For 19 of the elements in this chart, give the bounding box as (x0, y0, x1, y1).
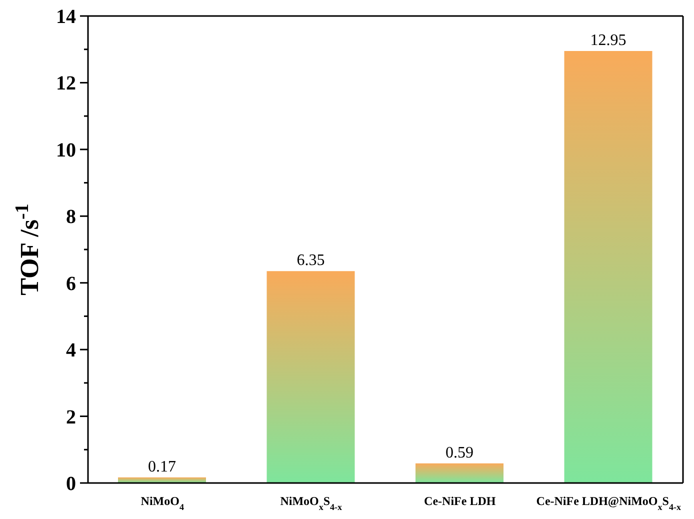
y-tick-label: 8 (66, 206, 76, 228)
data-label: 0.17 (148, 458, 176, 476)
data-label: 12.95 (590, 32, 626, 50)
x-tick-label: NiMoO$_{x}$S$_{4-x}$ (280, 494, 343, 512)
x-tick-label: NiMoO$_{4}$ (140, 494, 184, 512)
y-tick-label: 2 (66, 406, 76, 428)
y-tick-label: 14 (56, 6, 76, 28)
y-tick-label: 6 (66, 272, 76, 295)
bar (266, 271, 355, 483)
y-tick-label: 4 (66, 340, 76, 362)
data-label: 0.59 (446, 444, 474, 462)
x-tick-label: Ce-NiFe LDH@NiMoO$_{x}$S$_{4-x}$ (536, 494, 682, 512)
y-tick-label: 10 (56, 139, 76, 162)
bar (416, 463, 504, 483)
y-tick-label: 0 (66, 473, 76, 495)
data-label: 6.35 (296, 252, 325, 270)
bar (564, 51, 652, 483)
y-tick-label: 12 (56, 72, 76, 95)
x-tick-label: Ce-NiFe LDH (424, 494, 496, 508)
